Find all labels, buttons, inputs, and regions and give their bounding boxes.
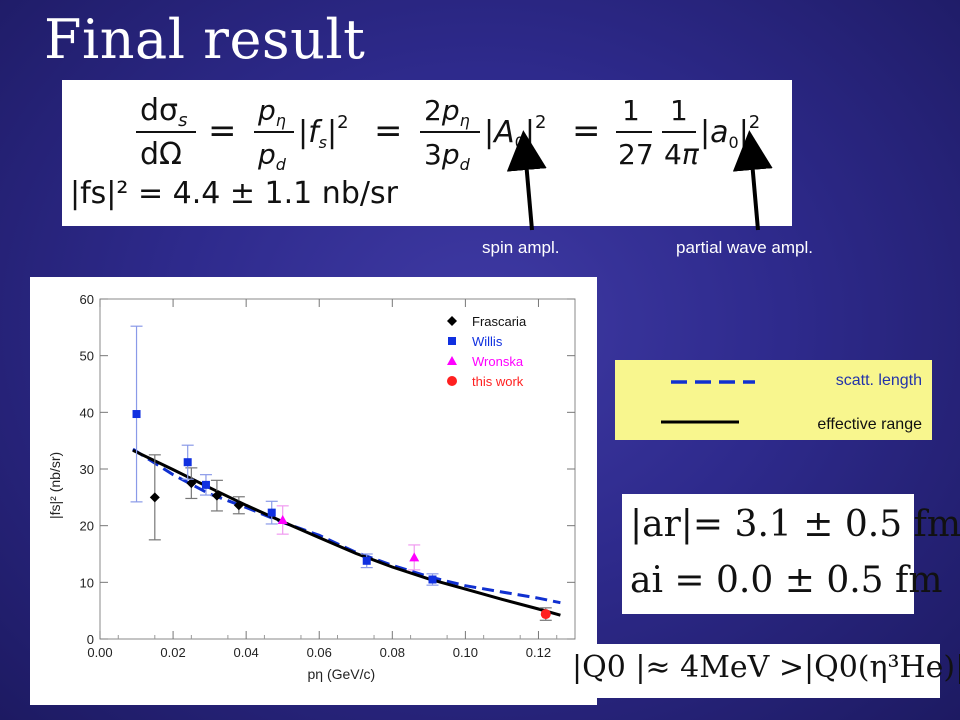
svg-text:|fs|2: |fs|2 — [298, 112, 349, 152]
scatt-length-curve — [132, 447, 561, 605]
x-tick-label: 0.02 — [160, 645, 185, 660]
svg-text:2pη: 2pη — [424, 94, 470, 130]
cross-section-formula: dσs dΩ = pη pd |fs|2 = 2pη 3pd |A0|2 = 1… — [62, 80, 792, 226]
legend-marker-this-work — [447, 376, 457, 386]
y-tick-label: 20 — [80, 519, 94, 534]
q0-box: |Q0 |≈ 4MeV >|Q0(η³He)| — [562, 644, 960, 698]
frac-dsigma-den: dΩ — [140, 137, 182, 172]
point-willis — [267, 508, 276, 517]
spin-ampl-label: spin ampl. — [482, 238, 560, 257]
y-axis-label: |fs|² (nb/sr) — [47, 452, 63, 519]
effective-range-curve — [132, 448, 561, 617]
formula-drawing: dσs dΩ = pη pd |fs|2 = 2pη 3pd |A0|2 = 1… — [136, 93, 760, 174]
point-wronska — [277, 515, 288, 524]
point-this-work — [540, 609, 551, 620]
svg-text:4π: 4π — [664, 138, 700, 171]
x-tick-label: 0.06 — [307, 645, 332, 660]
x-tick-label: 0.12 — [526, 645, 551, 660]
svg-text:pd: pd — [257, 138, 287, 174]
svg-text:|a0|2: |a0|2 — [700, 112, 760, 152]
point-willis — [132, 410, 141, 419]
point-willis — [428, 575, 437, 584]
point-willis — [201, 480, 210, 489]
legend-label-willis: Willis — [472, 334, 503, 349]
svg-text:=: = — [572, 111, 601, 151]
point-frascaria — [186, 478, 197, 489]
legend-marker-wronska — [447, 356, 457, 365]
y-tick-label: 0 — [87, 632, 94, 647]
point-frascaria — [149, 492, 160, 503]
point-frascaria — [211, 490, 222, 501]
svg-text:|A0|2: |A0|2 — [484, 112, 546, 152]
legend-marker-frascaria — [447, 316, 457, 326]
effective-range-label: effective range — [817, 416, 922, 433]
svg-text:=: = — [374, 111, 403, 151]
point-willis — [183, 458, 192, 467]
legend-label-this-work: this work — [472, 374, 524, 389]
y-tick-label: 10 — [80, 575, 94, 590]
legend-marker-willis — [448, 337, 456, 345]
y-tick-label: 50 — [80, 349, 94, 364]
q0-result: |Q0 |≈ 4MeV >|Q0(η³He)| — [572, 650, 960, 685]
point-wronska — [409, 552, 420, 562]
svg-text:1: 1 — [622, 94, 640, 127]
fs-result: |fs|² = 4.4 ± 1.1 nb/sr — [70, 176, 398, 211]
svg-text:pη: pη — [257, 94, 286, 130]
legend-label-frascaria: Frascaria — [472, 314, 527, 329]
fit-legend: scatt. length effective range — [615, 360, 932, 440]
fs-chart: 0.00 0.02 0.04 0.06 0.08 0.10 0.12 0 10 20 30 40 50 6… — [47, 292, 576, 682]
x-tick-label: 0.10 — [453, 645, 478, 660]
frac-dsigma-num: dσs — [140, 93, 187, 131]
point-willis — [362, 556, 371, 565]
svg-text:1: 1 — [670, 94, 688, 127]
y-tick-label: 40 — [80, 405, 94, 420]
x-axis-label: pη (GeV/c) — [308, 666, 376, 682]
ar-result: |ar|= 3.1 ± 0.5 fm — [630, 504, 960, 545]
svg-text:27: 27 — [618, 138, 654, 171]
scattering-length-box: |ar|= 3.1 ± 0.5 fm ai = 0.0 ± 0.5 fm — [622, 494, 960, 614]
y-tick-label: 30 — [80, 462, 94, 477]
legend-label-wronska: Wronska — [472, 354, 524, 369]
point-frascaria — [233, 500, 244, 511]
x-tick-label: 0.08 — [380, 645, 405, 660]
partial-wave-label: partial wave ampl. — [676, 238, 814, 257]
svg-text:=: = — [208, 111, 237, 151]
ai-result: ai = 0.0 ± 0.5 fm — [630, 560, 943, 601]
y-tick-label: 60 — [80, 292, 94, 307]
x-tick-label: 0.00 — [87, 645, 112, 660]
x-tick-label: 0.04 — [233, 645, 258, 660]
slide-title: Final result — [44, 8, 366, 71]
scatt-length-label: scatt. length — [835, 372, 922, 389]
fs-chart-panel: 0.00 0.02 0.04 0.06 0.08 0.10 0.12 0 10 20 30 40 50 6… — [30, 277, 597, 705]
svg-text:3pd: 3pd — [424, 138, 471, 174]
